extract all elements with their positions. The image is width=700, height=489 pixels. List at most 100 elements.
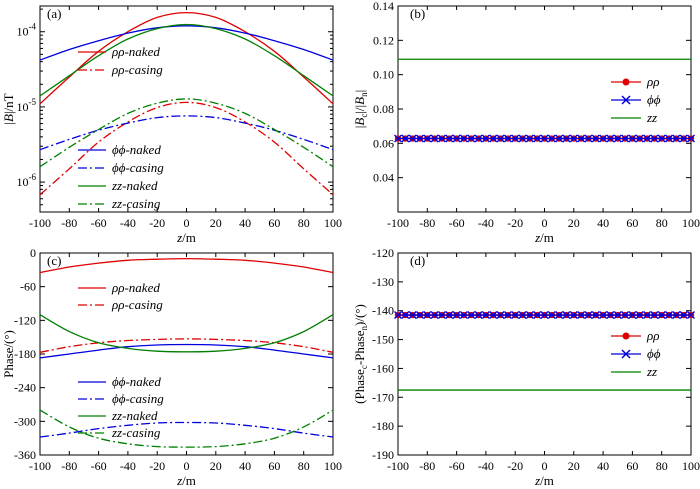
series-phiphi-marker [650, 311, 659, 320]
x-tick-label: -100 [29, 459, 51, 473]
series-zz-naked [39, 23, 334, 97]
x-tick-label: -60 [449, 216, 465, 230]
panel-b: -100 -80 -60 -40 -20 0 20 40 60 80 100 0.04 0.06 0.08… [352, 0, 700, 245]
plot-frame [397, 5, 692, 213]
x-tick-label: 0 [542, 459, 548, 473]
y-tick-label: 0.14 [373, 0, 394, 13]
legend-label: ϕϕ [647, 346, 661, 361]
series-phiphi-marker [481, 311, 490, 320]
series-phiphi-marker [430, 311, 439, 320]
panel-a: -100 -80 -60 -40 -20 0 20 40 60 80 100 10-6 10-5 10-4… [1, 5, 342, 245]
legend-label: ϕϕ-casing [112, 391, 164, 406]
series-phiphi-marker [687, 311, 695, 320]
y-tick-label: 10-6 [17, 172, 37, 189]
series-phiphi-marker [540, 311, 549, 320]
x-tick-label: 100 [682, 459, 700, 473]
x-tick-label: -20 [149, 459, 165, 473]
legend-item-rhorho-naked: ρρ-naked [78, 44, 160, 59]
x-tick-label: -40 [120, 216, 136, 230]
legend-marker [622, 78, 630, 86]
legend-label: ρρ-casing [111, 62, 163, 77]
legend-item-rhorho: ρρ [611, 328, 659, 343]
x-tick-label: 80 [656, 216, 668, 230]
y-tick-label: 10-4 [17, 22, 37, 39]
x-tick-label: -100 [387, 216, 409, 230]
series-phiphi-marker [489, 311, 498, 320]
series-phiphi-marker [679, 134, 688, 143]
legend-label: ϕϕ-casing [112, 160, 164, 175]
x-tick-label: 20 [568, 459, 580, 473]
legend-item-phiphi-naked: ϕϕ-naked [78, 374, 161, 389]
series-phiphi-casing [39, 115, 334, 151]
legend-marker [621, 349, 631, 359]
series-phiphi-marker [511, 134, 520, 143]
series-phiphi-marker [533, 134, 542, 143]
y-tick-label: -170 [372, 390, 394, 404]
legend-item-rhorho-casing: ρρ-casing [78, 297, 163, 312]
x-tick-label: -40 [120, 459, 136, 473]
series-phiphi-marker [467, 311, 476, 320]
x-tick-label: -60 [449, 459, 465, 473]
series-phiphi-marker [562, 134, 571, 143]
x-tick-label: 20 [568, 216, 580, 230]
series-phiphi-marker [437, 134, 446, 143]
series-phiphi-marker [665, 311, 674, 320]
series-phiphi-marker [518, 311, 527, 320]
series-phiphi-marker [452, 134, 461, 143]
x-tick-label: -20 [507, 459, 523, 473]
series-phiphi-marker [503, 134, 512, 143]
y-tick-label: -130 [372, 275, 394, 289]
series-phiphi-marker [613, 134, 622, 143]
series-phiphi-marker [569, 134, 578, 143]
series-phiphi-marker [474, 134, 483, 143]
series-rhorho-casing [39, 101, 334, 196]
legend-item-zz-casing: zz-casing [78, 425, 161, 440]
series-phiphi-marker [621, 134, 630, 143]
x-tick-label: 100 [324, 216, 342, 230]
legend-item-zz-naked: zz-naked [78, 178, 158, 193]
legend-label: zz [646, 110, 657, 125]
legend-item-zz: zz [611, 110, 657, 125]
series-phiphi-marker [452, 311, 461, 320]
legend-label: ρρ-naked [111, 280, 160, 295]
series-phiphi-marker [657, 311, 666, 320]
y-tick-label: -60 [20, 280, 36, 294]
x-tick-label: 20 [210, 216, 222, 230]
y-axis-label: (Phasec-Phasen)/(°) [352, 304, 369, 404]
series-phiphi-marker [511, 311, 520, 320]
series-phiphi-naked [39, 343, 334, 359]
series-zz-casing [39, 98, 334, 168]
x-tick-label: 40 [597, 459, 609, 473]
x-tick-label: 60 [626, 459, 638, 473]
legend-item-zz-naked: zz-naked [78, 408, 158, 423]
x-tick-label: 40 [597, 216, 609, 230]
panel-tag: (a) [47, 6, 61, 21]
series-phiphi-marker [459, 311, 468, 320]
series-rhorho-naked [39, 257, 334, 274]
y-tick-label: 0.06 [373, 136, 394, 150]
series-phiphi-marker [635, 134, 644, 143]
x-tick-label: 80 [298, 216, 310, 230]
series-phiphi-marker [415, 311, 424, 320]
series-phiphi-marker [525, 311, 534, 320]
series-phiphi-casing [39, 421, 334, 438]
x-tick-label: 60 [626, 216, 638, 230]
plot-frame [39, 5, 334, 213]
x-tick-label: -40 [478, 459, 494, 473]
y-tick-label: 10-5 [17, 97, 37, 114]
series-phiphi-marker [665, 134, 674, 143]
series-phiphi-marker [584, 311, 593, 320]
series-phiphi-marker [503, 311, 512, 320]
series-phiphi-marker [518, 134, 527, 143]
x-axis-label: z/m [176, 473, 196, 488]
y-tick-label: -190 [372, 448, 394, 462]
x-tick-label: 0 [542, 216, 548, 230]
series-phiphi-marker [628, 311, 637, 320]
series-phiphi-marker [643, 311, 652, 320]
x-tick-label: -80 [419, 459, 435, 473]
series-phiphi-marker [467, 134, 476, 143]
y-tick-label: -300 [14, 414, 36, 428]
x-tick-label: -100 [387, 459, 409, 473]
y-tick-label: 0 [30, 246, 36, 260]
